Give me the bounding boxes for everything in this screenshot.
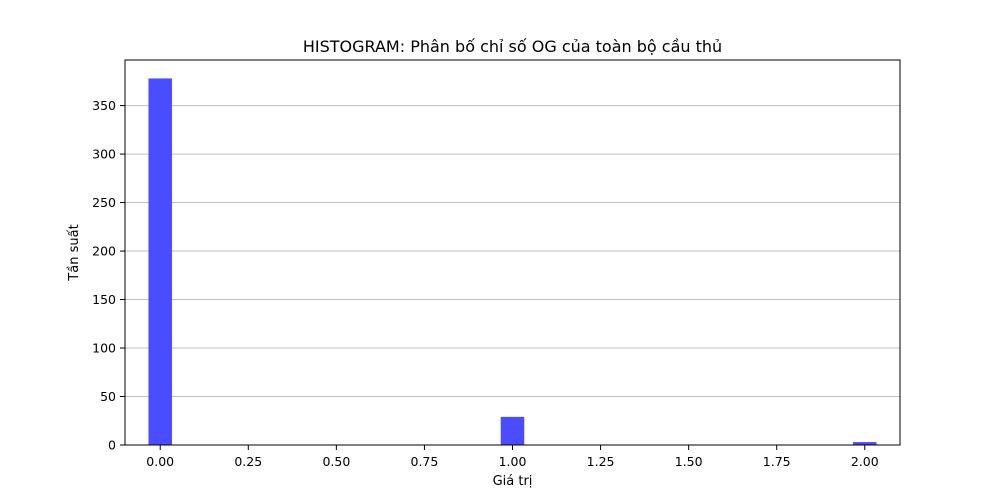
x-tick-label: 0.50 xyxy=(322,454,350,469)
x-tick-label: 1.75 xyxy=(763,454,791,469)
x-tick-label: 0.75 xyxy=(411,454,439,469)
x-axis-label: Giá trị xyxy=(493,474,533,489)
x-axis-ticks: 0.00 0.25 0.50 0.75 1.00 1.25 1.50 1.75 2.00 xyxy=(146,445,879,469)
x-tick-label: 0.25 xyxy=(234,454,262,469)
y-tick-label: 200 xyxy=(92,244,116,259)
histogram-bar xyxy=(148,78,172,445)
y-tick-label: 0 xyxy=(108,438,116,453)
x-tick-label: 1.00 xyxy=(499,454,527,469)
chart-title: HISTOGRAM: Phân bố chỉ số OG của toàn bộ… xyxy=(303,37,722,56)
y-axis-label: Tần suất xyxy=(67,224,82,281)
x-tick-label: 1.25 xyxy=(587,454,615,469)
x-tick-label: 1.50 xyxy=(675,454,703,469)
y-tick-label: 50 xyxy=(100,389,116,404)
histogram-bar xyxy=(853,442,877,445)
grid-layer xyxy=(125,105,900,398)
y-tick-label: 150 xyxy=(92,292,116,307)
bars-layer xyxy=(148,78,877,445)
x-tick-label: 2.00 xyxy=(851,454,879,469)
y-tick-label: 300 xyxy=(92,147,116,162)
x-tick-label: 0.00 xyxy=(146,454,174,469)
y-tick-label: 100 xyxy=(92,341,116,356)
y-tick-label: 350 xyxy=(92,98,116,113)
y-axis-ticks: 0 50 100 150 200 250 300 350 xyxy=(92,98,125,453)
histogram-bar xyxy=(500,416,525,445)
y-tick-label: 250 xyxy=(92,195,116,210)
